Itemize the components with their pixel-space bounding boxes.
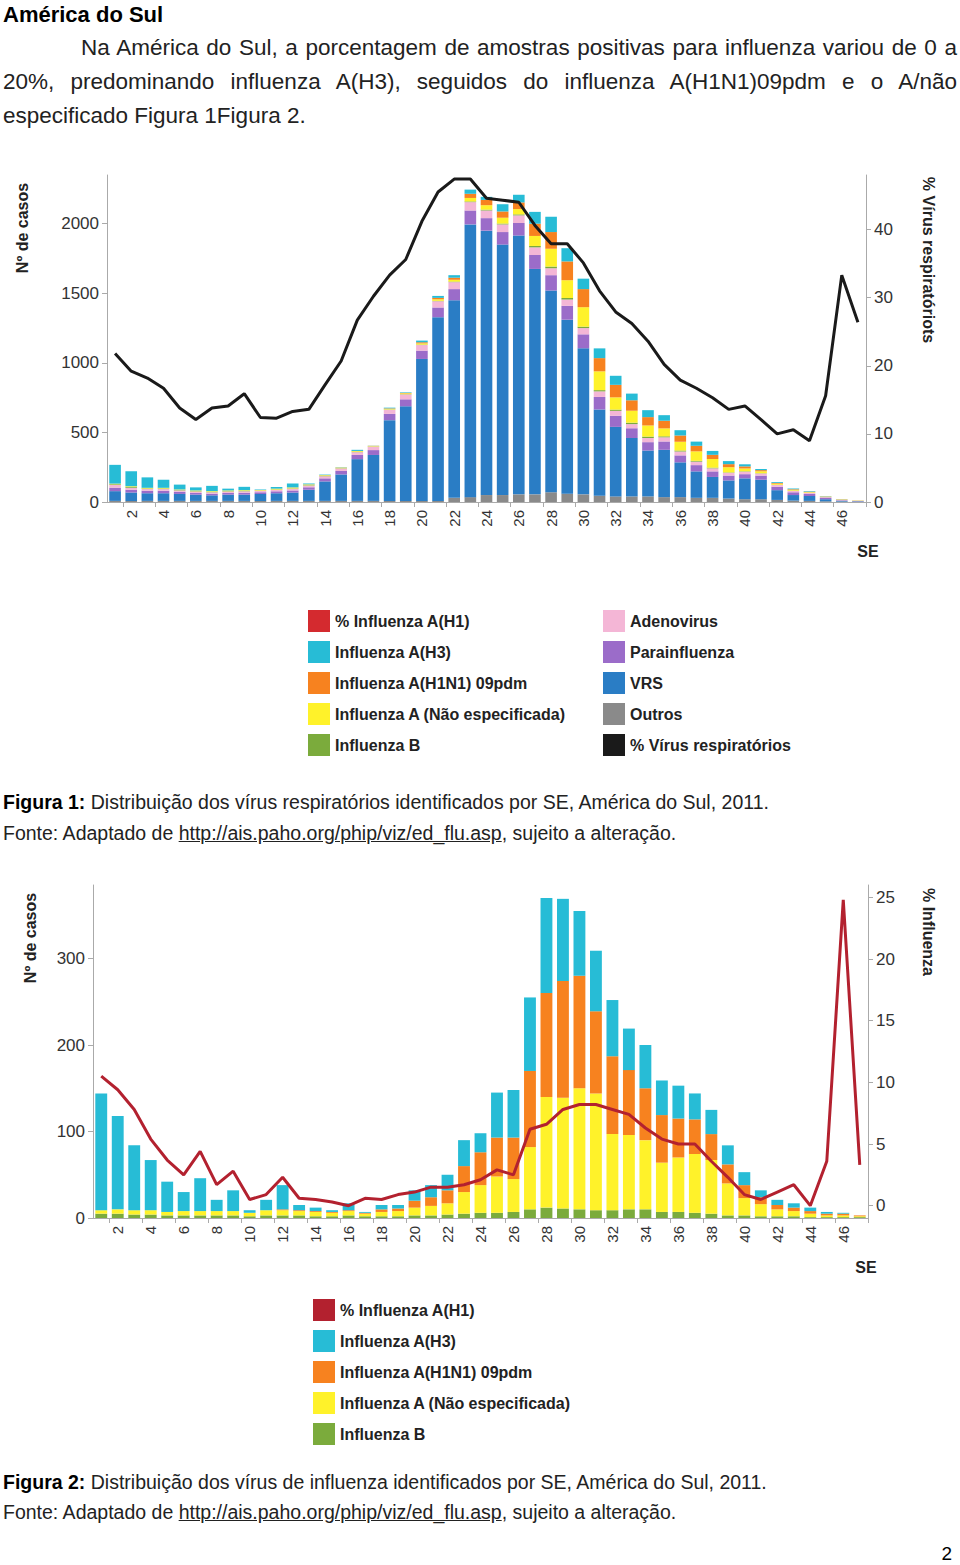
svg-text:46: 46 (835, 1226, 852, 1243)
svg-text:24: 24 (472, 1226, 489, 1243)
svg-text:24: 24 (478, 510, 495, 527)
svg-text:10: 10 (252, 510, 269, 527)
svg-text:Adenovirus: Adenovirus (630, 613, 718, 630)
svg-text:% Influenza A(H1): % Influenza A(H1) (340, 1302, 475, 1319)
svg-text:Influenza A(H3): Influenza A(H3) (340, 1333, 456, 1350)
svg-text:4: 4 (142, 1226, 159, 1234)
svg-text:38: 38 (704, 510, 721, 527)
svg-text:2000: 2000 (61, 214, 99, 233)
svg-text:32: 32 (604, 1226, 621, 1243)
svg-text:Influenza A(H1N1) 09pdm: Influenza A(H1N1) 09pdm (340, 1364, 532, 1381)
svg-text:300: 300 (57, 949, 85, 968)
svg-text:500: 500 (71, 423, 99, 442)
svg-text:14: 14 (307, 1226, 324, 1243)
svg-text:30: 30 (575, 510, 592, 527)
svg-text:VRS: VRS (630, 675, 663, 692)
svg-text:1000: 1000 (61, 353, 99, 372)
svg-text:4: 4 (155, 510, 172, 518)
svg-text:22: 22 (446, 510, 463, 527)
html-text:Fonte: Adaptado de http://ais.: Fonte: Adaptado de http://ais.paho.org/p… (3, 822, 677, 844)
svg-text:15: 15 (876, 1011, 895, 1030)
svg-text:34: 34 (639, 510, 656, 527)
svg-text:% Vírus respiratórios: % Vírus respiratórios (630, 737, 791, 754)
svg-text:20: 20 (413, 510, 430, 527)
svg-text:20: 20 (874, 356, 893, 375)
svg-text:8: 8 (208, 1226, 225, 1234)
svg-text:% Influenza: % Influenza (920, 888, 937, 976)
svg-text:28: 28 (538, 1226, 555, 1243)
svg-text:5: 5 (876, 1135, 885, 1154)
svg-text:36: 36 (670, 1226, 687, 1243)
svg-text:200: 200 (57, 1036, 85, 1055)
svg-text:6: 6 (187, 510, 204, 518)
svg-text:8: 8 (220, 510, 237, 518)
svg-text:40: 40 (736, 510, 753, 527)
html-text:América do Sul: América do Sul (3, 2, 164, 27)
svg-text:0: 0 (874, 493, 883, 512)
svg-text:10: 10 (876, 1073, 895, 1092)
html-text:2: 2 (941, 1543, 952, 1564)
svg-text:SE: SE (855, 1259, 877, 1276)
svg-text:18: 18 (373, 1226, 390, 1243)
svg-text:10: 10 (241, 1226, 258, 1243)
svg-text:0: 0 (76, 1209, 85, 1228)
svg-text:Influenza A (Não especificada): Influenza A (Não especificada) (340, 1395, 570, 1412)
svg-text:22: 22 (439, 1226, 456, 1243)
html-text:Figura 1: Distribuição dos vír: Figura 1: Distribuição dos vírus respira… (3, 791, 769, 813)
svg-text:34: 34 (637, 1226, 654, 1243)
svg-text:0: 0 (876, 1196, 885, 1215)
svg-text:Influenza B: Influenza B (335, 737, 420, 754)
svg-text:40: 40 (736, 1226, 753, 1243)
svg-text:25: 25 (876, 888, 895, 907)
svg-text:20: 20 (406, 1226, 423, 1243)
svg-text:10: 10 (874, 424, 893, 443)
svg-text:42: 42 (769, 510, 786, 527)
svg-text:% Vírus respiratóriots: % Vírus respiratóriots (920, 177, 937, 343)
svg-text:26: 26 (505, 1226, 522, 1243)
svg-text:46: 46 (833, 510, 850, 527)
svg-text:16: 16 (349, 510, 366, 527)
svg-text:Nº de casos: Nº de casos (14, 183, 31, 273)
svg-text:16: 16 (340, 1226, 357, 1243)
svg-text:18: 18 (381, 510, 398, 527)
svg-text:12: 12 (274, 1226, 291, 1243)
svg-text:Outros: Outros (630, 706, 683, 723)
html-text:Fonte: Adaptado de http://ais.: Fonte: Adaptado de http://ais.paho.org/p… (3, 1501, 677, 1523)
svg-text:12: 12 (284, 510, 301, 527)
svg-text:30: 30 (874, 288, 893, 307)
svg-text:30: 30 (571, 1226, 588, 1243)
svg-text:Parainfluenza: Parainfluenza (630, 644, 734, 661)
svg-text:100: 100 (57, 1122, 85, 1141)
svg-text:40: 40 (874, 220, 893, 239)
svg-text:Influenza A(H3): Influenza A(H3) (335, 644, 451, 661)
svg-text:20: 20 (876, 950, 895, 969)
svg-text:6: 6 (175, 1226, 192, 1234)
svg-text:Influenza A (Não especificada): Influenza A (Não especificada) (335, 706, 565, 723)
svg-text:SE: SE (857, 543, 879, 560)
svg-text:42: 42 (769, 1226, 786, 1243)
svg-text:44: 44 (801, 510, 818, 527)
svg-text:2: 2 (123, 510, 140, 518)
svg-text:44: 44 (802, 1226, 819, 1243)
svg-text:0: 0 (90, 493, 99, 512)
svg-text:Influenza A(H1N1) 09pdm: Influenza A(H1N1) 09pdm (335, 675, 527, 692)
svg-text:32: 32 (607, 510, 624, 527)
svg-text:36: 36 (672, 510, 689, 527)
svg-text:Influenza B: Influenza B (340, 1426, 425, 1443)
svg-text:14: 14 (317, 510, 334, 527)
svg-text:% Influenza A(H1): % Influenza A(H1) (335, 613, 470, 630)
html-text:Na América do Sul, a porcentag: Na América do Sul, a porcentagem de amos… (3, 35, 957, 128)
svg-text:1500: 1500 (61, 284, 99, 303)
svg-text:38: 38 (703, 1226, 720, 1243)
svg-text:Nº de casos: Nº de casos (22, 893, 39, 983)
svg-text:26: 26 (510, 510, 527, 527)
svg-text:28: 28 (543, 510, 560, 527)
svg-text:2: 2 (109, 1226, 126, 1234)
html-text:Figura 2: Distribuição dos vír: Figura 2: Distribuição dos vírus de infl… (3, 1471, 767, 1493)
